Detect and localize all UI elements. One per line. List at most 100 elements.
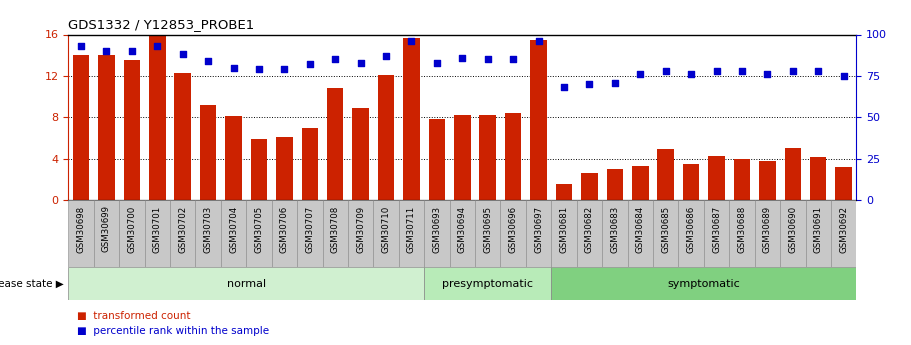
Bar [170, 200, 196, 267]
Bar [581, 173, 598, 200]
Bar [683, 164, 700, 200]
Bar [124, 60, 140, 200]
Bar [708, 156, 725, 200]
Bar [679, 200, 704, 267]
Text: GSM30700: GSM30700 [128, 206, 137, 253]
Bar [607, 169, 623, 200]
Bar [68, 267, 425, 300]
Bar [348, 200, 374, 267]
Text: GSM30684: GSM30684 [636, 206, 645, 253]
Bar [628, 200, 653, 267]
Text: GSM30704: GSM30704 [229, 206, 238, 253]
Bar [297, 200, 322, 267]
Bar [145, 200, 170, 267]
Text: GSM30682: GSM30682 [585, 206, 594, 253]
Bar [551, 200, 577, 267]
Bar [378, 75, 394, 200]
Bar [196, 200, 220, 267]
Bar [200, 105, 217, 200]
Bar [73, 55, 89, 200]
Point [785, 68, 800, 74]
Point [633, 71, 648, 77]
Point [404, 38, 419, 44]
Text: ■  transformed count: ■ transformed count [77, 311, 191, 321]
Bar [754, 200, 780, 267]
Point [251, 67, 266, 72]
Point [811, 68, 825, 74]
Bar [784, 148, 801, 200]
Text: GSM30691: GSM30691 [814, 206, 823, 253]
Bar [454, 115, 471, 200]
Point [734, 68, 749, 74]
Point [582, 81, 597, 87]
Bar [119, 200, 145, 267]
Point [455, 55, 470, 60]
Bar [246, 200, 271, 267]
Text: normal: normal [227, 279, 266, 289]
Bar [220, 200, 246, 267]
Bar [450, 200, 475, 267]
Point [608, 80, 622, 85]
Bar [425, 200, 450, 267]
Bar [425, 267, 551, 300]
Bar [602, 200, 628, 267]
Text: GSM30707: GSM30707 [305, 206, 314, 253]
Bar [271, 200, 297, 267]
Point [557, 85, 571, 90]
Text: GSM30688: GSM30688 [737, 206, 746, 253]
Bar [556, 184, 572, 200]
Bar [174, 73, 191, 200]
Bar [831, 200, 856, 267]
Text: presymptomatic: presymptomatic [442, 279, 533, 289]
Text: symptomatic: symptomatic [668, 279, 741, 289]
Text: disease state ▶: disease state ▶ [0, 279, 64, 289]
Point [836, 73, 851, 79]
Text: GSM30708: GSM30708 [331, 206, 340, 253]
Text: GSM30681: GSM30681 [559, 206, 568, 253]
Bar [805, 200, 831, 267]
Point [531, 38, 546, 44]
Bar [404, 38, 420, 200]
Text: ■  percentile rank within the sample: ■ percentile rank within the sample [77, 326, 270, 336]
Text: GSM30702: GSM30702 [179, 206, 188, 253]
Point [353, 60, 368, 66]
Bar [835, 167, 852, 200]
Bar [505, 113, 521, 200]
Bar [429, 119, 445, 200]
Point [430, 60, 445, 66]
Bar [149, 34, 166, 200]
Text: GSM30711: GSM30711 [407, 206, 416, 253]
Point [302, 61, 317, 67]
Text: GDS1332 / Y12853_PROBE1: GDS1332 / Y12853_PROBE1 [68, 18, 254, 31]
Text: GSM30690: GSM30690 [788, 206, 797, 253]
Text: GSM30685: GSM30685 [661, 206, 670, 253]
Bar [733, 159, 751, 200]
Text: GSM30687: GSM30687 [712, 206, 721, 253]
Bar [479, 115, 496, 200]
Point [99, 48, 114, 54]
Bar [251, 139, 267, 200]
Bar [810, 157, 826, 200]
Text: GSM30694: GSM30694 [458, 206, 466, 253]
Point [760, 71, 774, 77]
Bar [780, 200, 805, 267]
Text: GSM30692: GSM30692 [839, 206, 848, 253]
Text: GSM30705: GSM30705 [254, 206, 263, 253]
Bar [759, 161, 775, 200]
Point [328, 57, 343, 62]
Point [659, 68, 673, 74]
Bar [302, 128, 318, 200]
Bar [658, 149, 674, 200]
Point [379, 53, 394, 59]
Text: GSM30710: GSM30710 [382, 206, 391, 253]
Text: GSM30683: GSM30683 [610, 206, 619, 253]
Point [710, 68, 724, 74]
Point [74, 43, 88, 49]
Text: GSM30686: GSM30686 [687, 206, 696, 253]
Bar [94, 200, 119, 267]
Text: GSM30693: GSM30693 [433, 206, 442, 253]
Text: GSM30709: GSM30709 [356, 206, 365, 253]
Text: GSM30706: GSM30706 [280, 206, 289, 253]
Text: GSM30696: GSM30696 [508, 206, 517, 253]
Bar [551, 267, 856, 300]
